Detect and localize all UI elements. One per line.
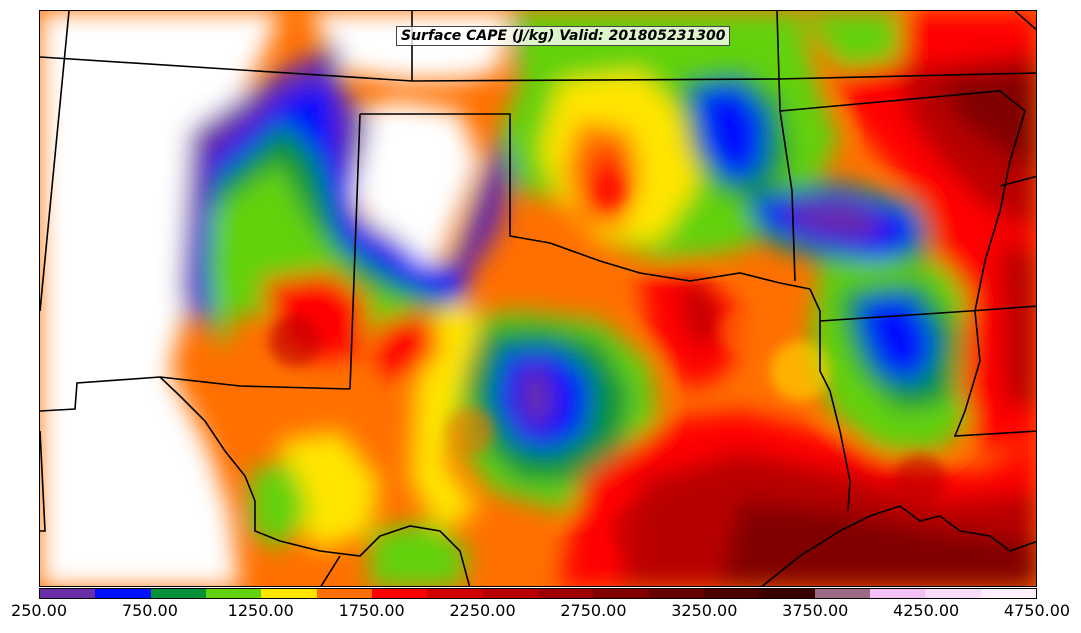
border-new-mexico-east (349, 113, 361, 390)
colorbar-swatch-17 (980, 589, 1036, 598)
coastline-gulf (761, 505, 1036, 586)
border-northeast-corner (1014, 11, 1036, 31)
colorbar-swatch-13 (759, 589, 815, 598)
border-western-edge (40, 11, 70, 312)
cape-contour-field (40, 11, 1036, 586)
colorbar-tick-label: 4750.00 (1003, 601, 1071, 620)
colorbar-tick-label: 3250.00 (671, 601, 738, 620)
colorbar-swatch-14 (814, 589, 870, 598)
colorbar-tick-label: 1250.00 (227, 601, 294, 620)
border-texas-louisiana (809, 288, 851, 512)
colorbar-swatch-11 (648, 589, 704, 598)
colorbar (39, 588, 1037, 599)
border-oklahoma-texas (360, 113, 811, 290)
colorbar-swatch-3 (205, 589, 262, 598)
border-tennessee (999, 175, 1036, 187)
border-oklahoma-arkansas (776, 11, 796, 282)
border-louisiana-mississippi-north (969, 305, 1036, 312)
colorbar-swatch-6 (371, 589, 428, 598)
colorbar-swatch-16 (925, 589, 981, 598)
cape-field-svg (40, 11, 1036, 586)
state-borders (40, 11, 1036, 586)
colorbar-swatch-9 (537, 589, 594, 598)
colorbar-tick-label: 2750.00 (560, 601, 627, 620)
map-title: Surface CAPE (J/kg) Valid: 201805231300 (396, 26, 731, 46)
colorbar-swatch-1 (95, 589, 151, 598)
colorbar-swatch-10 (593, 589, 649, 598)
colorbar-swatch-0 (40, 589, 96, 598)
colorbar-swatch-4 (261, 589, 317, 598)
colorbar-tick-label: 2250.00 (449, 601, 516, 620)
colorbar-tick-label: 4250.00 (893, 601, 960, 620)
border-missouri-arkansas (779, 90, 1026, 112)
colorbar-swatch-7 (427, 589, 483, 598)
border-arkansas-louisiana (819, 310, 971, 322)
cape-map: Surface CAPE (J/kg) Valid: 201805231300 (39, 10, 1037, 587)
colorbar-swatch-8 (482, 589, 538, 598)
colorbar-swatch-15 (869, 589, 926, 598)
colorbar-tick-label: 750.00 (121, 601, 178, 620)
colorbar-tick-label: 1750.00 (338, 601, 405, 620)
colorbar-swatch-5 (316, 589, 372, 598)
border-new-mexico-south (40, 376, 351, 412)
border-northern (40, 56, 1036, 82)
border-baja (40, 430, 46, 532)
border-rio-grande-south (320, 555, 341, 586)
colorbar-tick-label: 3750.00 (782, 601, 849, 620)
colorbar-swatch-2 (150, 589, 206, 598)
colorbar-tick-label: 250.00 (11, 601, 67, 620)
border-rio-grande (159, 376, 471, 586)
colorbar-swatch-12 (703, 589, 760, 598)
